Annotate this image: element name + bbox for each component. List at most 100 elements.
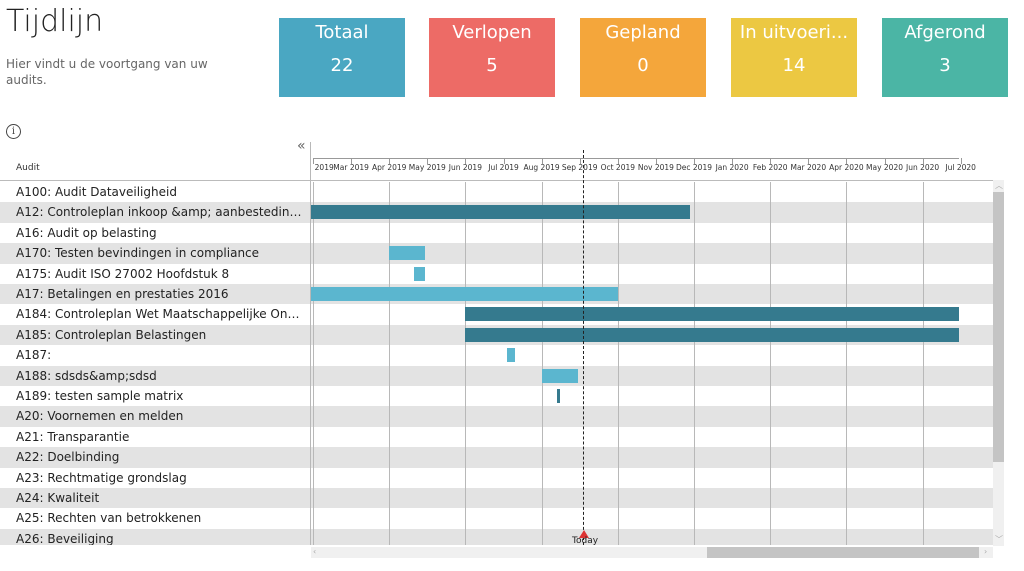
today-line [583, 150, 584, 545]
timeline-gridline [694, 182, 695, 545]
axis-tick [960, 158, 962, 164]
scroll-down-icon[interactable]: ﹀ [995, 535, 1003, 544]
axis-tick [655, 158, 657, 164]
table-row[interactable]: A100: Audit Dataveiligheid [0, 182, 994, 202]
axis-tick-label: Mar 2020 [790, 163, 827, 172]
audit-name: A24: Kwaliteit [16, 491, 100, 505]
summary-card-value: 14 [782, 55, 806, 76]
summary-card-value: 5 [486, 55, 498, 76]
table-row[interactable]: A16: Audit op belasting [0, 223, 994, 243]
axis-tick [351, 158, 353, 164]
timeline-bar[interactable] [311, 205, 691, 220]
summary-card-1[interactable]: Verlopen 5 [429, 18, 555, 97]
axis-tick [465, 158, 467, 164]
audit-name: A189: testen sample matrix [16, 389, 184, 403]
audit-name: A22: Doelbinding [16, 450, 120, 465]
scroll-up-icon[interactable]: ︿ [995, 181, 1003, 190]
audit-rows: A100: Audit Dataveiligheid A12: Controlep… [0, 182, 1004, 545]
table-row[interactable]: A25: Rechten van betrokkenen [0, 508, 994, 528]
table-row[interactable]: A187: [0, 345, 994, 365]
summary-card-value: 22 [330, 55, 354, 76]
axis-tick [617, 158, 619, 164]
panel-splitter[interactable] [310, 142, 311, 545]
axis-tick-label: Jul 2020 [945, 163, 976, 172]
audit-name: A17: Betalingen en prestaties 2016 [16, 287, 229, 301]
audit-name: A185: Controleplan Belastingen [16, 327, 207, 342]
horizontal-scrollbar[interactable]: ‹ › [311, 547, 993, 558]
summary-card-label: Verlopen [452, 22, 532, 43]
timeline-bar[interactable] [507, 348, 515, 363]
axis-tick-label: May 2020 [866, 163, 903, 172]
timeline-bar[interactable] [413, 266, 426, 281]
table-row[interactable]: A21: Transparantie [0, 427, 994, 447]
axis-tick-label: Jun 2020 [905, 163, 940, 172]
timeline-bar[interactable] [541, 368, 578, 383]
table-row[interactable]: A175: Audit ISO 27002 Hoofdstuk 8 [0, 264, 994, 284]
axis-tick-label: Jan 2020 [715, 163, 749, 172]
summary-card-4[interactable]: Afgerond 3 [882, 18, 1008, 97]
collapse-panel-icon[interactable]: « [297, 138, 306, 154]
audit-name: A175: Audit ISO 27002 Hoofdstuk 8 [16, 266, 230, 281]
timeline-gridline [846, 182, 848, 545]
summary-card-label: Gepland [605, 22, 681, 43]
timeline-gridline [389, 182, 391, 545]
axis-tick-label: Nov 2019 [637, 163, 674, 172]
axis-tick [884, 158, 886, 164]
table-row[interactable]: A189: testen sample matrix [0, 386, 994, 406]
audit-name: A187: [16, 348, 52, 363]
audit-column-header[interactable]: Audit [16, 163, 40, 173]
audit-name: A23: Rechtmatige grondslag [16, 470, 187, 485]
timeline-gridline [313, 182, 314, 545]
axis-tick-label: Apr 2019 [371, 163, 407, 172]
axis-tick [732, 158, 734, 164]
axis-tick [846, 158, 848, 164]
table-row[interactable]: A24: Kwaliteit [0, 488, 994, 509]
timeline-bar[interactable] [556, 389, 560, 403]
summary-card-3[interactable]: In uitvoeri... 14 [731, 18, 857, 97]
header-divider [0, 180, 1004, 181]
axis-tick-label: Feb 2020 [752, 163, 788, 172]
info-icon[interactable]: i [6, 124, 21, 139]
audit-name: A12: Controleplan inkoop &amp; aanbested… [16, 205, 306, 220]
timeline-gridline [922, 182, 924, 545]
axis-tick [694, 158, 695, 164]
page-title: Tijdlijn [6, 4, 104, 39]
audit-name: A20: Voornemen en melden [16, 409, 184, 424]
table-row[interactable]: A23: Rechtmatige grondslag [0, 468, 994, 488]
summary-card-label: Totaal [315, 22, 369, 43]
axis-tick-label: May 2019 [408, 163, 446, 172]
table-row[interactable]: A22: Doelbinding [0, 447, 994, 468]
table-row[interactable]: A188: sdsds&amp;sdsd [0, 365, 994, 386]
summary-card-0[interactable]: Totaal 22 [279, 18, 405, 97]
table-row[interactable]: A20: Voornemen en melden [0, 406, 994, 427]
horizontal-scroll-thumb[interactable] [707, 547, 979, 558]
axis-tick-label: Jun 2019 [448, 163, 482, 172]
audit-name: A184: Controleplan Wet Maatschappelijke … [16, 307, 306, 322]
scroll-left-icon[interactable]: ‹ [313, 547, 317, 556]
axis-tick-label: Dec 2019 [676, 163, 712, 172]
vertical-scrollbar[interactable]: ︿ ﹀ [993, 180, 1004, 546]
table-row[interactable]: A26: Beveiliging [0, 528, 994, 545]
axis-tick [427, 158, 429, 164]
axis-tick-label: Feb 2019 [299, 163, 334, 172]
axis-tick-label: Apr 2020 [829, 163, 864, 172]
axis-tick [922, 158, 924, 164]
timeline-bar[interactable] [465, 327, 959, 342]
timeline-axis-line [313, 158, 959, 159]
audit-name: A16: Audit op belasting [16, 225, 157, 240]
timeline-bar[interactable] [465, 307, 959, 322]
vertical-scroll-thumb[interactable] [993, 192, 1004, 462]
audit-name: A21: Transparantie [16, 429, 130, 444]
timeline-bar[interactable] [389, 246, 426, 261]
scroll-right-icon[interactable]: › [984, 547, 988, 556]
table-row[interactable]: A170: Testen bevindingen in compliance [0, 243, 994, 264]
timeline-bar[interactable] [311, 287, 618, 301]
axis-tick [313, 158, 314, 164]
timeline-gridline [770, 182, 772, 545]
summary-card-label: In uitvoeri... [739, 22, 849, 43]
axis-tick [541, 158, 543, 164]
axis-tick [770, 158, 772, 164]
today-marker-icon [579, 530, 589, 538]
axis-tick-label: Jul 2019 [488, 163, 519, 172]
summary-card-2[interactable]: Gepland 0 [580, 18, 706, 97]
